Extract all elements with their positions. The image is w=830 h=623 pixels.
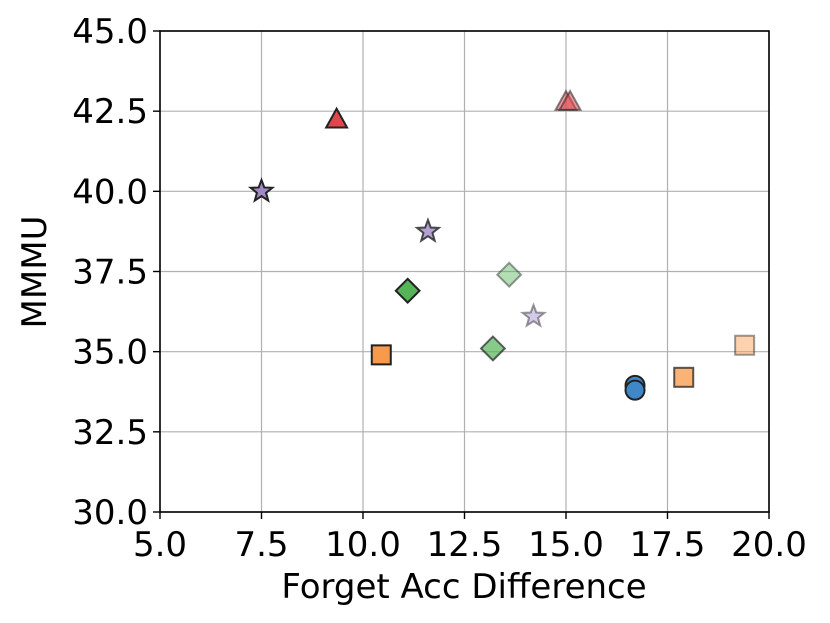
ticks — [153, 30, 770, 519]
x-tick-label: 20.0 — [731, 525, 807, 565]
x-tick-label: 7.5 — [234, 525, 288, 565]
data-point-square — [734, 334, 756, 356]
data-point-triangle — [324, 106, 349, 129]
y-tick-label: 42.5 — [72, 92, 148, 132]
x-tick-labels: 5.0 7.5 10.0 12.5 15.0 17.5 20.0 — [133, 525, 807, 565]
data-point-triangle — [557, 89, 583, 111]
y-axis-label: MMMU — [15, 216, 55, 329]
y-tick-label: 32.5 — [72, 413, 148, 453]
data-point-star — [247, 177, 276, 203]
x-tick-label: 12.5 — [427, 525, 503, 565]
y-tick-labels: 30.0 32.5 35.0 37.5 40.0 42.5 45.0 — [72, 12, 148, 533]
y-tick-label: 30.0 — [72, 493, 148, 533]
y-tick-label: 40.0 — [72, 172, 148, 212]
data-point-diamond — [479, 335, 507, 362]
data-point-circle — [624, 379, 646, 401]
x-tick-label: 10.0 — [325, 525, 401, 565]
y-tick-label: 35.0 — [72, 333, 148, 373]
data-point-star — [519, 302, 548, 328]
data-point-star — [414, 217, 442, 243]
y-tick-label: 37.5 — [72, 253, 148, 293]
data-point-square — [673, 366, 695, 388]
data-points — [247, 89, 756, 401]
x-tick-label: 17.5 — [630, 525, 706, 565]
grid — [159, 30, 770, 513]
x-axis-label: Forget Acc Difference — [281, 567, 646, 607]
data-point-square — [370, 344, 392, 366]
data-point-diamond — [394, 277, 421, 305]
x-tick-label: 5.0 — [133, 525, 187, 565]
data-point-diamond — [495, 261, 523, 288]
y-tick-label: 45.0 — [72, 12, 148, 52]
x-tick-label: 15.0 — [528, 525, 604, 565]
